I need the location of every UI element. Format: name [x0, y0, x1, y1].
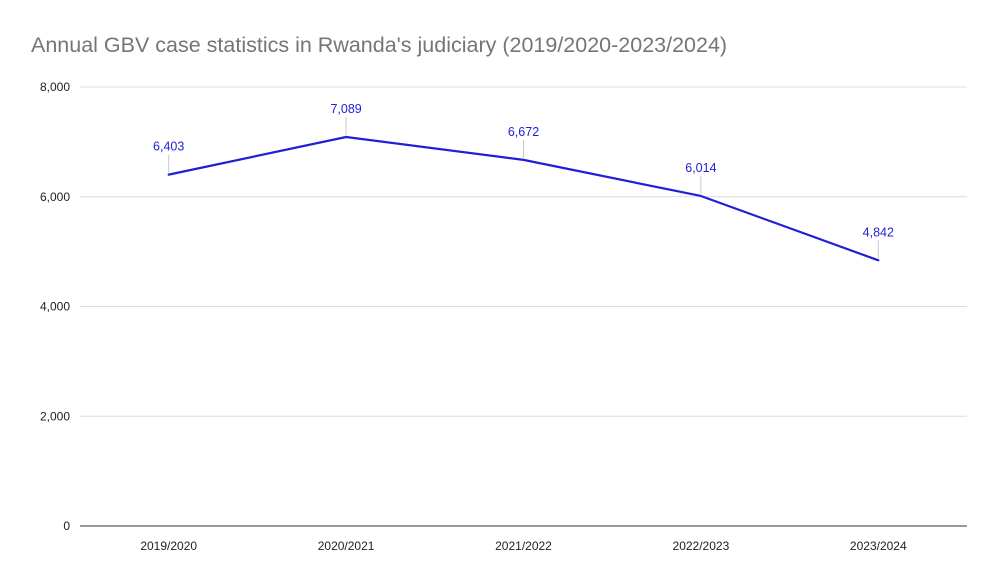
data-label: 7,089 — [330, 102, 361, 116]
gridlines — [80, 86, 967, 417]
y-tick-label: 0 — [63, 519, 70, 533]
y-tick-label: 4,000 — [40, 300, 70, 314]
y-axis-tick-labels: 0 2,000 4,000 6,000 8,000 — [40, 80, 70, 533]
data-label: 4,842 — [863, 225, 894, 239]
chart-title: Annual GBV case statistics in Rwanda's j… — [31, 33, 727, 57]
y-tick-label: 8,000 — [40, 80, 70, 94]
data-label: 6,672 — [508, 125, 539, 139]
data-label: 6,403 — [153, 140, 184, 154]
x-tick-label: 2022/2023 — [673, 539, 730, 553]
y-tick-label: 2,000 — [40, 409, 70, 423]
x-tick-label: 2021/2022 — [495, 539, 552, 553]
data-labels: 6,403 7,089 6,672 6,014 4,842 — [153, 102, 894, 259]
series-layer — [167, 135, 880, 262]
x-tick-label: 2019/2020 — [140, 539, 197, 553]
x-tick-label: 2020/2021 — [318, 539, 375, 553]
y-tick-label: 6,000 — [40, 190, 70, 204]
series-line — [167, 135, 880, 262]
x-tick-label: 2023/2024 — [850, 539, 907, 553]
data-label: 6,014 — [685, 161, 716, 175]
x-axis-tick-labels: 2019/2020 2020/2021 2021/2022 2022/2023 2023… — [140, 539, 907, 553]
